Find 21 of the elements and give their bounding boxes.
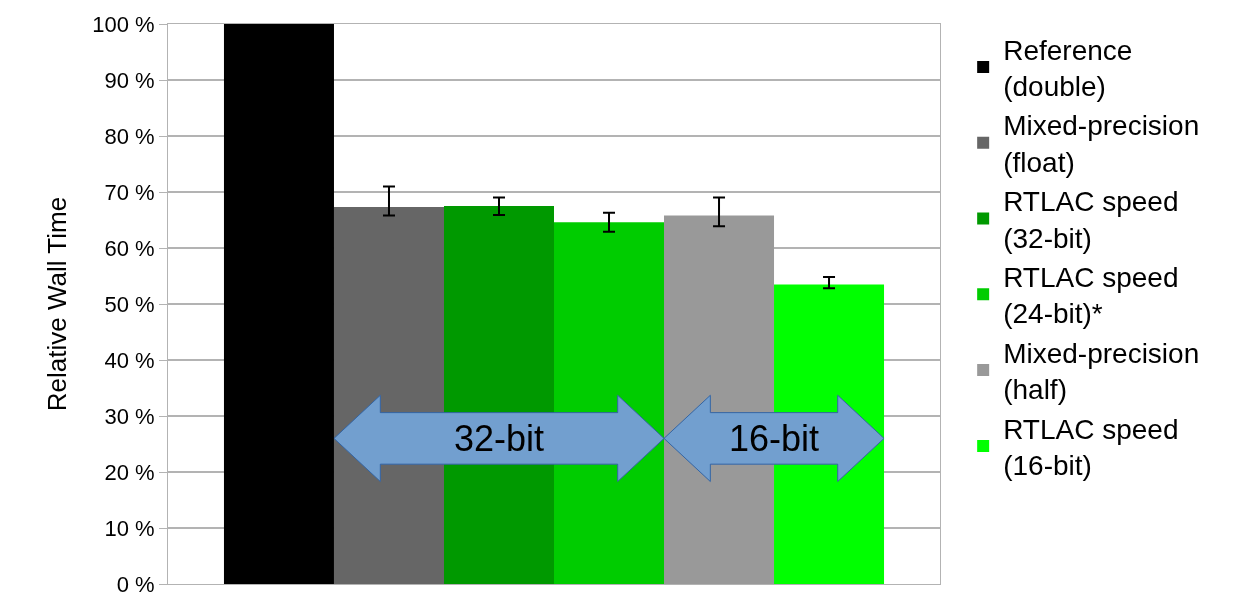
y-tick-label: 20 % — [104, 459, 155, 485]
y-tick-label: 10 % — [104, 515, 155, 541]
legend-label: RTLAC speed (24-bit)* — [1003, 262, 1179, 330]
legend-label: Mixed-precision (float) — [1003, 110, 1200, 178]
y-tick-label: 60 % — [104, 235, 155, 261]
legend-label: RTLAC speed (32-bit) — [1003, 186, 1179, 254]
y-axis-title: Relative Wall Time — [41, 196, 72, 412]
y-tick-label: 30 % — [104, 403, 155, 429]
legend-label: RTLAC speed (16-bit) — [1003, 413, 1179, 482]
y-tick-label: 70 % — [104, 179, 155, 205]
y-tick-label: 80 % — [104, 123, 155, 149]
y-tick-label: 100 % — [92, 11, 155, 37]
legend-label: Mixed-precision (half) — [1003, 337, 1200, 406]
y-tick-label: 0 % — [116, 571, 155, 597]
annotation: 32-bit — [454, 418, 545, 459]
legend-label: Reference (double) — [1003, 34, 1133, 103]
y-tick-label: 40 % — [104, 347, 155, 373]
annotation: 16-bit — [729, 418, 820, 459]
bar — [223, 24, 334, 584]
y-tick-label: 90 % — [104, 67, 155, 93]
y-tick-label: 50 % — [104, 291, 155, 317]
